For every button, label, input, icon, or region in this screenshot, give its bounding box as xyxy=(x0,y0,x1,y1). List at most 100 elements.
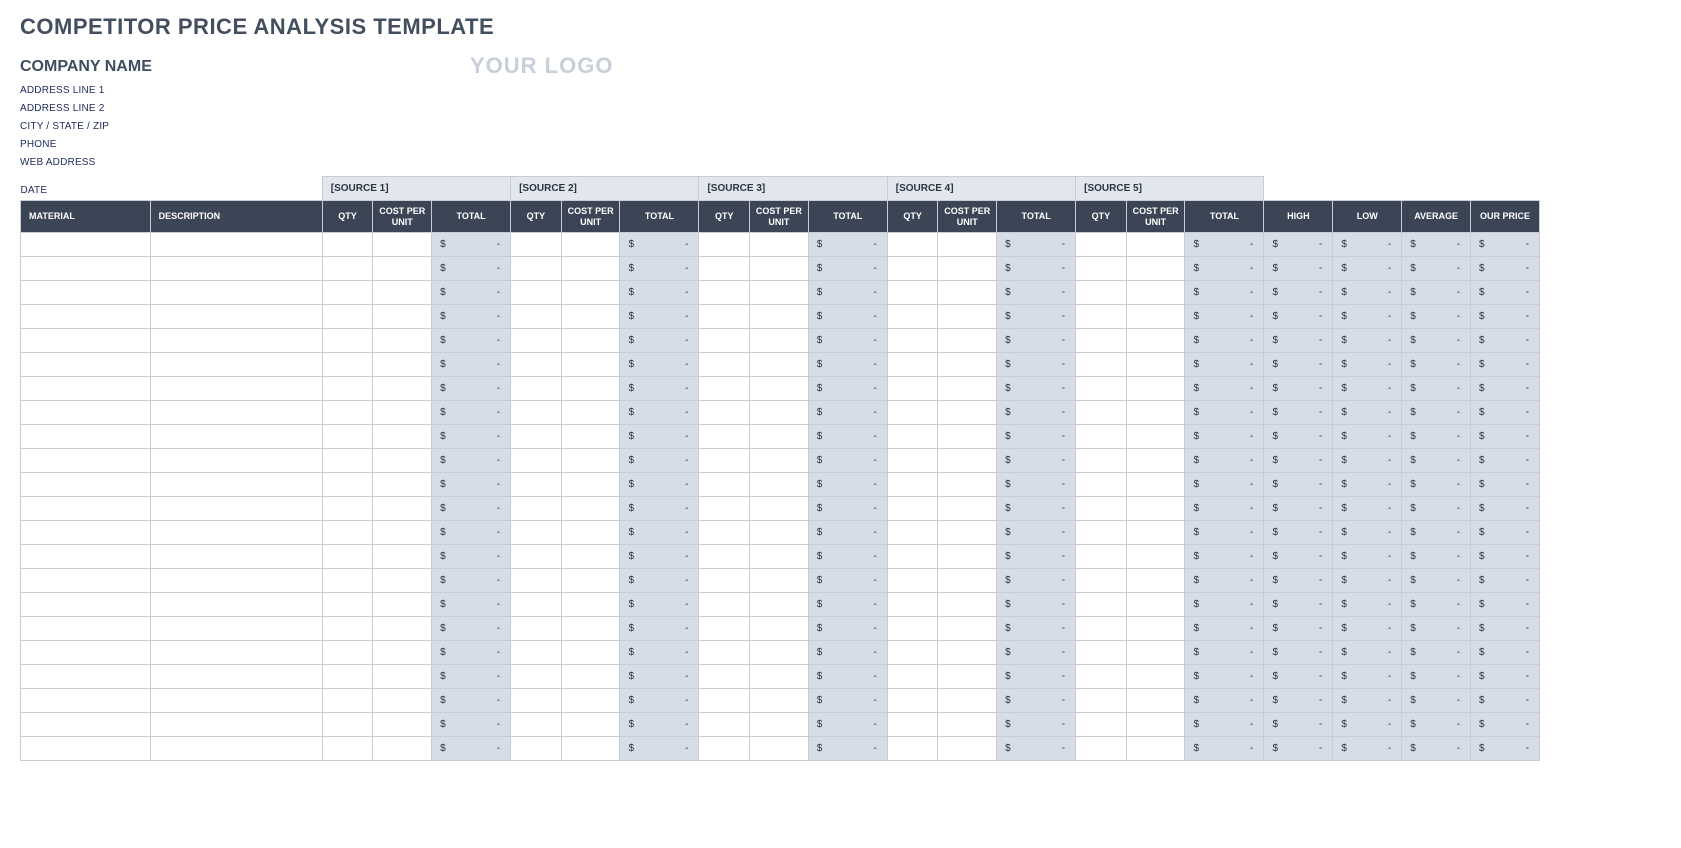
cpu-cell[interactable] xyxy=(938,281,997,305)
our-price-cell[interactable]: $- xyxy=(1471,449,1540,473)
cpu-cell[interactable] xyxy=(750,233,809,257)
cpu-cell[interactable] xyxy=(750,353,809,377)
qty-cell[interactable] xyxy=(1076,233,1127,257)
cpu-cell[interactable] xyxy=(561,641,620,665)
cpu-cell[interactable] xyxy=(561,449,620,473)
cpu-cell[interactable] xyxy=(750,425,809,449)
qty-cell[interactable] xyxy=(1076,545,1127,569)
total-cell[interactable]: $- xyxy=(1185,713,1264,737)
total-cell[interactable]: $- xyxy=(620,329,699,353)
qty-cell[interactable] xyxy=(887,329,938,353)
low-cell[interactable]: $- xyxy=(1333,233,1402,257)
total-cell[interactable]: $- xyxy=(1185,545,1264,569)
cpu-cell[interactable] xyxy=(750,449,809,473)
average-cell[interactable]: $- xyxy=(1402,473,1471,497)
description-cell[interactable] xyxy=(150,473,322,497)
cpu-cell[interactable] xyxy=(561,377,620,401)
average-cell[interactable]: $- xyxy=(1402,377,1471,401)
total-cell[interactable]: $- xyxy=(432,521,511,545)
total-cell[interactable]: $- xyxy=(997,377,1076,401)
qty-cell[interactable] xyxy=(322,545,373,569)
total-cell[interactable]: $- xyxy=(432,425,511,449)
cpu-cell[interactable] xyxy=(1126,641,1185,665)
cpu-cell[interactable] xyxy=(938,497,997,521)
qty-cell[interactable] xyxy=(887,305,938,329)
description-cell[interactable] xyxy=(150,377,322,401)
total-cell[interactable]: $- xyxy=(432,545,511,569)
low-cell[interactable]: $- xyxy=(1333,569,1402,593)
qty-cell[interactable] xyxy=(1076,377,1127,401)
total-cell[interactable]: $- xyxy=(997,281,1076,305)
qty-cell[interactable] xyxy=(699,545,750,569)
qty-cell[interactable] xyxy=(322,593,373,617)
qty-cell[interactable] xyxy=(699,665,750,689)
total-cell[interactable]: $- xyxy=(997,473,1076,497)
description-cell[interactable] xyxy=(150,305,322,329)
qty-cell[interactable] xyxy=(511,521,562,545)
our-price-cell[interactable]: $- xyxy=(1471,713,1540,737)
qty-cell[interactable] xyxy=(1076,305,1127,329)
low-cell[interactable]: $- xyxy=(1333,641,1402,665)
total-cell[interactable]: $- xyxy=(1185,281,1264,305)
total-cell[interactable]: $- xyxy=(432,401,511,425)
total-cell[interactable]: $- xyxy=(808,305,887,329)
qty-cell[interactable] xyxy=(1076,569,1127,593)
qty-cell[interactable] xyxy=(322,449,373,473)
low-cell[interactable]: $- xyxy=(1333,401,1402,425)
cpu-cell[interactable] xyxy=(938,593,997,617)
qty-cell[interactable] xyxy=(322,665,373,689)
total-cell[interactable]: $- xyxy=(620,617,699,641)
total-cell[interactable]: $- xyxy=(997,329,1076,353)
high-cell[interactable]: $- xyxy=(1264,521,1333,545)
material-cell[interactable] xyxy=(21,497,151,521)
qty-cell[interactable] xyxy=(511,425,562,449)
material-cell[interactable] xyxy=(21,329,151,353)
our-price-cell[interactable]: $- xyxy=(1471,617,1540,641)
cpu-cell[interactable] xyxy=(561,521,620,545)
cpu-cell[interactable] xyxy=(373,569,432,593)
qty-cell[interactable] xyxy=(887,281,938,305)
cpu-cell[interactable] xyxy=(750,521,809,545)
total-cell[interactable]: $- xyxy=(432,281,511,305)
total-cell[interactable]: $- xyxy=(1185,401,1264,425)
qty-cell[interactable] xyxy=(699,617,750,641)
material-cell[interactable] xyxy=(21,617,151,641)
description-cell[interactable] xyxy=(150,665,322,689)
qty-cell[interactable] xyxy=(887,737,938,761)
high-cell[interactable]: $- xyxy=(1264,329,1333,353)
description-cell[interactable] xyxy=(150,497,322,521)
cpu-cell[interactable] xyxy=(938,545,997,569)
average-cell[interactable]: $- xyxy=(1402,257,1471,281)
total-cell[interactable]: $- xyxy=(432,569,511,593)
qty-cell[interactable] xyxy=(699,233,750,257)
total-cell[interactable]: $- xyxy=(1185,497,1264,521)
material-cell[interactable] xyxy=(21,689,151,713)
qty-cell[interactable] xyxy=(887,521,938,545)
qty-cell[interactable] xyxy=(887,569,938,593)
total-cell[interactable]: $- xyxy=(620,641,699,665)
high-cell[interactable]: $- xyxy=(1264,353,1333,377)
cpu-cell[interactable] xyxy=(373,713,432,737)
cpu-cell[interactable] xyxy=(561,593,620,617)
low-cell[interactable]: $- xyxy=(1333,281,1402,305)
qty-cell[interactable] xyxy=(511,401,562,425)
qty-cell[interactable] xyxy=(699,401,750,425)
total-cell[interactable]: $- xyxy=(1185,449,1264,473)
cpu-cell[interactable] xyxy=(373,257,432,281)
total-cell[interactable]: $- xyxy=(432,665,511,689)
low-cell[interactable]: $- xyxy=(1333,593,1402,617)
low-cell[interactable]: $- xyxy=(1333,329,1402,353)
qty-cell[interactable] xyxy=(887,425,938,449)
total-cell[interactable]: $- xyxy=(432,353,511,377)
total-cell[interactable]: $- xyxy=(1185,689,1264,713)
qty-cell[interactable] xyxy=(887,641,938,665)
qty-cell[interactable] xyxy=(511,737,562,761)
high-cell[interactable]: $- xyxy=(1264,641,1333,665)
material-cell[interactable] xyxy=(21,473,151,497)
total-cell[interactable]: $- xyxy=(997,641,1076,665)
cpu-cell[interactable] xyxy=(373,689,432,713)
qty-cell[interactable] xyxy=(887,233,938,257)
cpu-cell[interactable] xyxy=(373,617,432,641)
our-price-cell[interactable]: $- xyxy=(1471,689,1540,713)
qty-cell[interactable] xyxy=(1076,593,1127,617)
